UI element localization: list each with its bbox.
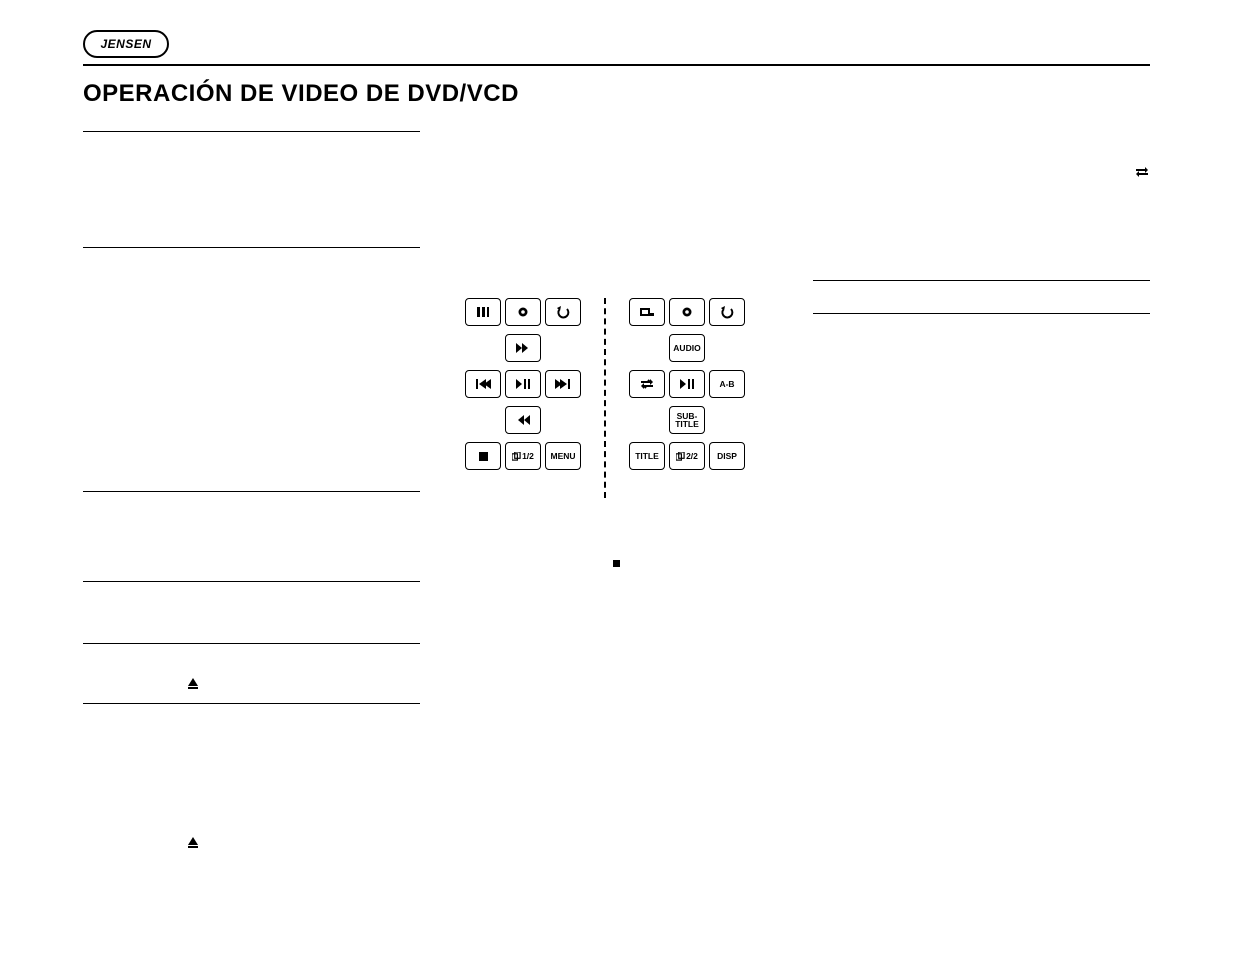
col1-rule-2 — [83, 234, 420, 248]
page-title: OPERACIÓN DE VIDEO DE DVD/VCD — [83, 80, 1150, 108]
col1-rule-6 — [83, 690, 420, 704]
rewind-icon[interactable] — [505, 406, 541, 434]
disp-label: DISP — [717, 452, 737, 461]
top-rule — [83, 64, 1150, 66]
remote-panel-2: AUDIO A-B — [612, 298, 762, 498]
panel-divider — [604, 298, 606, 498]
disp-button[interactable]: DISP — [709, 442, 745, 470]
repeat-icon — [1132, 165, 1152, 184]
stop-icon[interactable] — [465, 442, 501, 470]
menu-button[interactable]: MENU — [545, 442, 581, 470]
subtitle-label: SUB- TITLE — [675, 412, 699, 429]
column-1 — [83, 118, 420, 710]
fast-forward-icon[interactable] — [505, 334, 541, 362]
audio-button[interactable]: AUDIO — [669, 334, 705, 362]
ab-button[interactable]: A-B — [709, 370, 745, 398]
menu-label: MENU — [550, 452, 575, 461]
remote-panels: 1/2 MENU — [448, 298, 762, 498]
column-3 — [813, 118, 1150, 320]
gear-icon[interactable] — [669, 298, 705, 326]
page-1of2-button[interactable]: 1/2 — [505, 442, 541, 470]
col3-rule-2 — [813, 300, 1150, 314]
eject-icon — [188, 673, 198, 691]
title-button[interactable]: TITLE — [629, 442, 665, 470]
subtitle-button[interactable]: SUB- TITLE — [669, 406, 705, 434]
brand-logo: JENSEN — [83, 30, 169, 58]
col3-rule-1 — [813, 267, 1150, 281]
eject-icon — [188, 832, 198, 850]
prev-track-icon[interactable] — [465, 370, 501, 398]
col1-rule-3 — [83, 478, 420, 492]
col1-rule-5 — [83, 630, 420, 644]
page-indicator-label: 2/2 — [686, 452, 698, 461]
return-icon[interactable] — [545, 298, 581, 326]
ab-label: A-B — [719, 380, 734, 389]
next-track-icon[interactable] — [545, 370, 581, 398]
play-pause-icon[interactable] — [505, 370, 541, 398]
page-indicator-label: 1/2 — [522, 452, 534, 461]
page-2of2-button[interactable]: 2/2 — [669, 442, 705, 470]
pause-bars-icon[interactable] — [465, 298, 501, 326]
col1-rule-1 — [83, 118, 420, 132]
remote-panel-1: 1/2 MENU — [448, 298, 598, 498]
gear-icon[interactable] — [505, 298, 541, 326]
play-pause-icon[interactable] — [669, 370, 705, 398]
aspect-icon[interactable] — [629, 298, 665, 326]
col1-rule-4 — [83, 568, 420, 582]
audio-label: AUDIO — [673, 344, 700, 353]
title-label: TITLE — [635, 452, 659, 461]
repeat-icon[interactable] — [629, 370, 665, 398]
brand-label: JENSEN — [100, 37, 151, 51]
return-icon[interactable] — [709, 298, 745, 326]
stop-icon — [613, 554, 620, 572]
